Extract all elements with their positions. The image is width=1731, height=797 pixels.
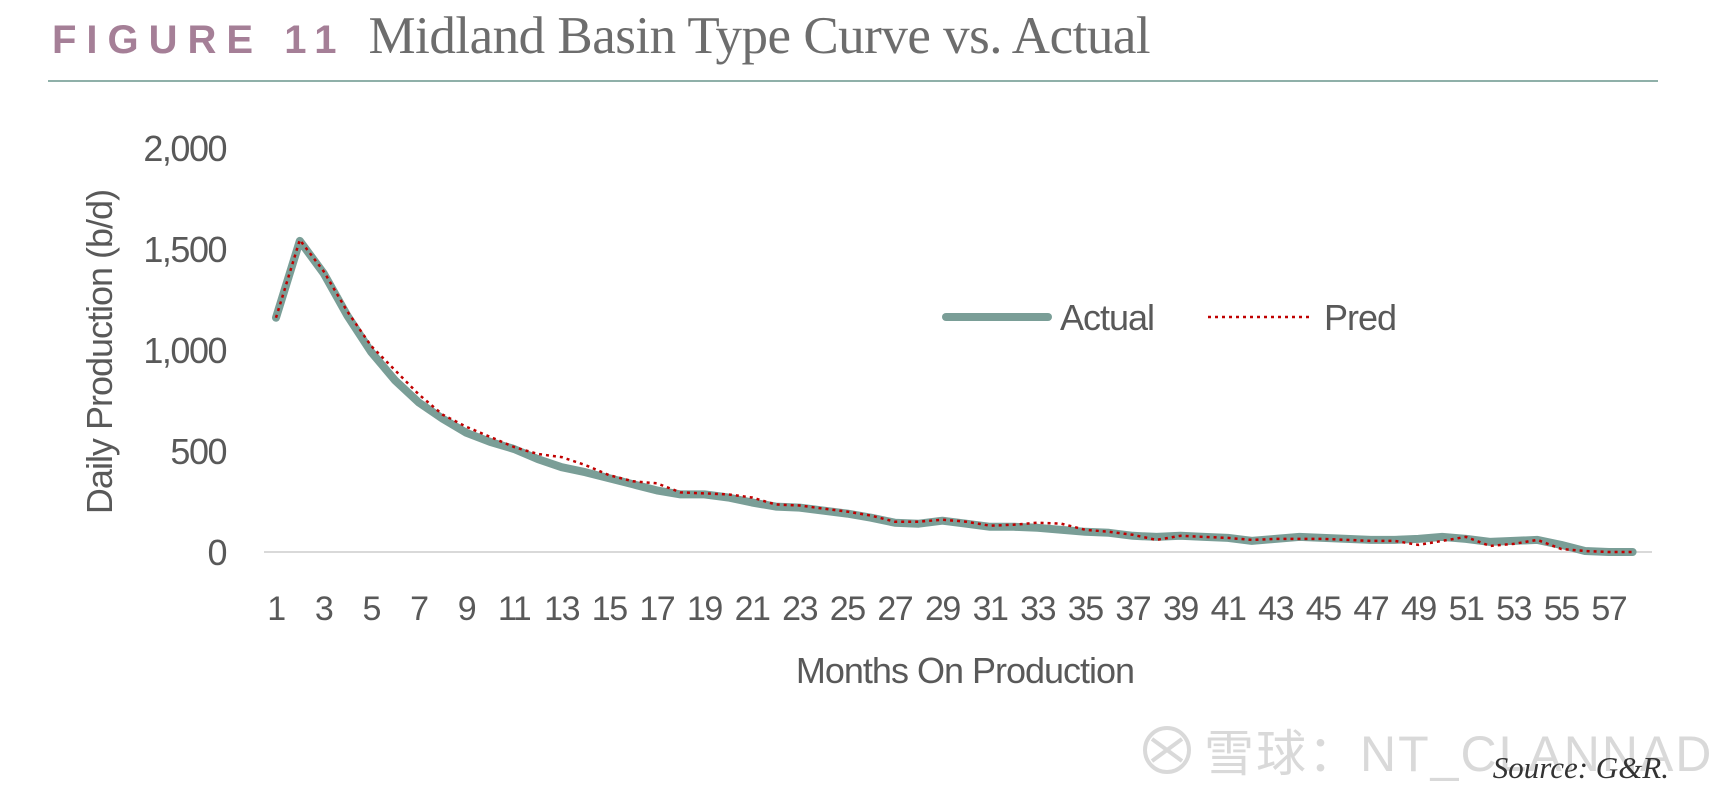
watermark: 雪球：NT_CLANNAD	[1138, 714, 1713, 786]
x-tick-label: 3	[315, 590, 333, 628]
x-tick-label: 13	[544, 590, 579, 628]
snowball-logo-icon	[1143, 726, 1191, 774]
x-tick-label: 45	[1306, 590, 1341, 628]
x-tick-label: 31	[973, 590, 1008, 628]
x-tick-label: 37	[1115, 590, 1150, 628]
x-tick-label: 41	[1211, 590, 1246, 628]
x-tick-label: 47	[1353, 590, 1388, 628]
legend-pred-label: Pred	[1324, 297, 1396, 338]
x-tick-label: 43	[1258, 590, 1293, 628]
x-tick-label: 5	[362, 590, 380, 628]
header-rule	[48, 80, 1658, 82]
source-note: Source: G&R.	[1492, 750, 1669, 785]
x-tick-label: 15	[592, 590, 627, 628]
x-tick-label: 55	[1544, 590, 1579, 628]
y-tick-label: 500	[170, 431, 226, 472]
y-axis-ticks: 0 500 1,000 1,500 2,000	[143, 128, 228, 573]
x-tick-label: 7	[410, 590, 428, 628]
legend-actual-label: Actual	[1060, 297, 1154, 338]
figure-header: FIGURE 11 Midland Basin Type Curve vs. A…	[52, 6, 1151, 66]
y-tick-label: 0	[207, 532, 226, 573]
actual-series-line	[272, 236, 1637, 556]
x-tick-label: 25	[830, 590, 865, 628]
x-tick-label: 57	[1591, 590, 1626, 628]
x-tick-label: 21	[735, 590, 770, 628]
x-tick-label: 9	[458, 590, 476, 628]
x-tick-label: 23	[782, 590, 817, 628]
x-tick-label: 17	[639, 590, 674, 628]
x-tick-label: 33	[1020, 590, 1055, 628]
x-tick-label: 39	[1163, 590, 1198, 628]
series-layer	[272, 236, 1637, 556]
y-tick-label: 1,500	[143, 229, 226, 270]
figure-title: Midland Basin Type Curve vs. Actual	[368, 7, 1151, 65]
watermark-text: 雪球：NT_CLANNAD	[1204, 726, 1714, 782]
x-axis-ticks: 1 3 5 7 9 11 13 15 17 19 21 23 25 27 29 31 33 35 37 39 41 43 4…	[267, 590, 1628, 628]
x-tick-label: 29	[925, 590, 960, 628]
x-tick-label: 11	[498, 590, 531, 628]
x-axis-title: Months On Production	[796, 650, 1134, 691]
pred-series-line	[274, 238, 1633, 554]
x-tick-label: 35	[1068, 590, 1103, 628]
x-tick-label: 1	[267, 590, 285, 628]
figure-label: FIGURE 11	[52, 18, 347, 62]
x-tick-label: 53	[1496, 590, 1531, 628]
y-tick-label: 1,000	[143, 330, 226, 371]
y-axis-title: Daily Production (b/d)	[79, 190, 120, 514]
legend: Actual Pred	[942, 297, 1397, 338]
x-tick-label: 49	[1401, 590, 1436, 628]
x-tick-label: 19	[687, 590, 722, 628]
x-tick-label: 51	[1449, 590, 1484, 628]
y-tick-label: 2,000	[143, 128, 226, 169]
x-tick-label: 27	[877, 590, 912, 628]
